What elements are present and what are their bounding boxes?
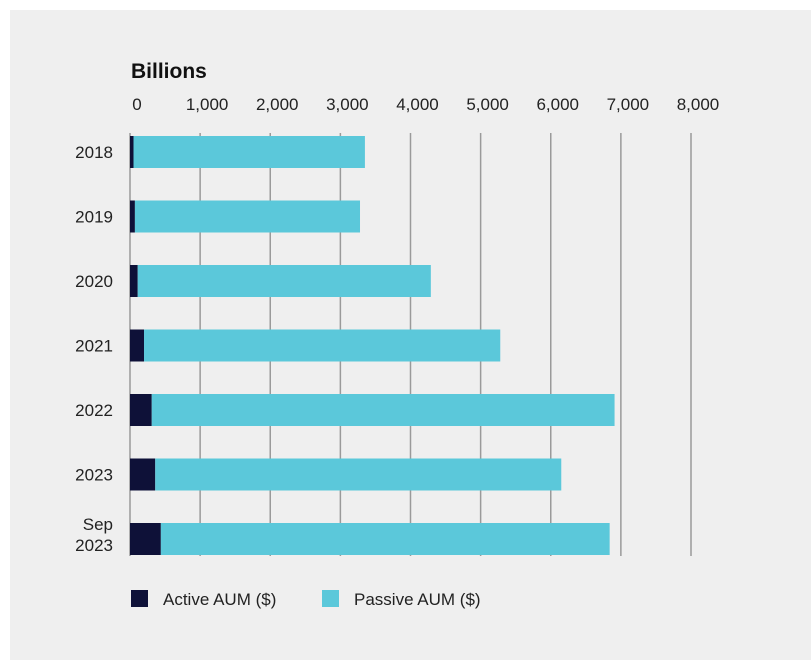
bar-active bbox=[130, 329, 145, 362]
category-label: Sep bbox=[83, 515, 113, 534]
bar-passive bbox=[137, 265, 431, 297]
x-tick-label: 1,000 bbox=[186, 95, 229, 114]
legend-label: Passive AUM ($) bbox=[354, 590, 481, 609]
bar-active bbox=[130, 265, 138, 297]
x-tick-label: 7,000 bbox=[607, 95, 650, 114]
legend: Active AUM ($) Passive AUM ($) bbox=[131, 590, 481, 609]
x-tick-label: 8,000 bbox=[677, 95, 720, 114]
bars bbox=[130, 136, 615, 555]
x-tick-labels: 0 1,000 2,000 3,000 4,000 5,000 6,000 7,000 8,00… bbox=[132, 95, 719, 114]
x-tick-label: 4,000 bbox=[396, 95, 439, 114]
bar-passive bbox=[133, 136, 365, 168]
category-label: 2019 bbox=[75, 208, 113, 227]
category-label: 2022 bbox=[75, 401, 113, 420]
category-label: 2020 bbox=[75, 272, 113, 291]
category-label: 2021 bbox=[75, 337, 113, 356]
bar-passive bbox=[144, 329, 501, 362]
bar-passive bbox=[151, 394, 615, 426]
category-label: 2023 bbox=[75, 536, 113, 555]
bar-active bbox=[130, 200, 135, 233]
category-label: 2018 bbox=[75, 143, 113, 162]
bar-active bbox=[130, 523, 161, 555]
bar-passive bbox=[134, 200, 361, 233]
bar-active bbox=[130, 136, 134, 168]
legend-swatch bbox=[131, 590, 148, 607]
bar-active bbox=[130, 394, 152, 426]
bar-passive bbox=[155, 458, 562, 491]
legend-label: Active AUM ($) bbox=[163, 590, 276, 609]
legend-swatch bbox=[322, 590, 339, 607]
unit-label: Billions bbox=[131, 60, 207, 83]
x-tick-label: 3,000 bbox=[326, 95, 369, 114]
category-labels: 2018 2019 2020 2021 2022 2023 Sep 2023 bbox=[75, 143, 113, 555]
x-tick-label: 6,000 bbox=[536, 95, 579, 114]
bar-active bbox=[130, 458, 156, 491]
bar-passive bbox=[160, 523, 610, 555]
category-label: 2023 bbox=[75, 466, 113, 485]
x-tick-label: 0 bbox=[132, 95, 141, 114]
x-tick-label: 5,000 bbox=[466, 95, 509, 114]
x-tick-label: 2,000 bbox=[256, 95, 299, 114]
